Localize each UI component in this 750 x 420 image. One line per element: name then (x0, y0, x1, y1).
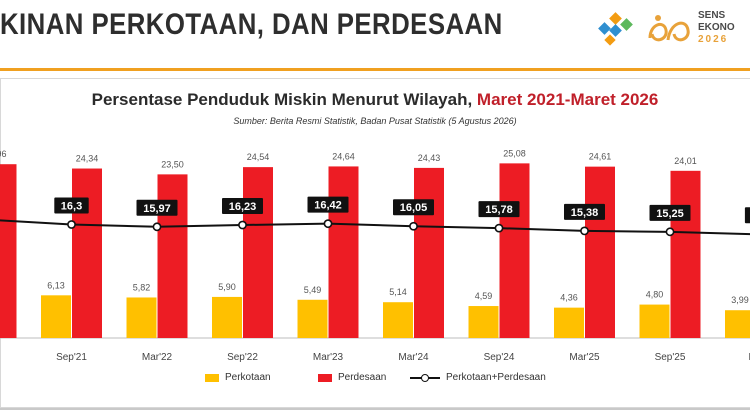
bar-perdesaan (243, 167, 273, 338)
x-tick-label: Sep'24 (484, 352, 515, 363)
data-label-total: 16,23 (229, 201, 257, 213)
data-label-box-total (393, 199, 434, 216)
bar-perdesaan (585, 166, 615, 338)
data-label-perdesaan: 24,43 (418, 153, 441, 163)
bar-perdesaan (157, 174, 188, 338)
sensus-ekonomi-logo-icon (648, 15, 690, 42)
panel-bottom-line (0, 408, 750, 410)
bar-perkotaan (383, 302, 413, 338)
point-total (67, 220, 76, 229)
bar-perdesaan (499, 163, 530, 338)
data-label-box-total (222, 197, 263, 214)
data-label-perdesaan: 96 (0, 149, 7, 159)
bar-perkotaan (297, 299, 328, 338)
point-total (152, 222, 162, 232)
header-divider (0, 68, 750, 71)
data-label-perkotaan: 6,13 (47, 280, 65, 290)
x-tick-label: Mar'22 (142, 352, 173, 363)
bar-perdesaan (328, 166, 359, 338)
point-total (580, 226, 589, 236)
bar-perkotaan (41, 295, 71, 338)
legend-item-total: Perkotaan+Perdesaan (410, 372, 546, 383)
chart-legend: Perkotaan Perdesaan Perkotaan+Perdesaan (0, 372, 750, 388)
data-label-perdesaan: 23,50 (161, 159, 184, 169)
point-total (665, 227, 675, 237)
data-label-perkotaan: 3,99 (731, 295, 749, 305)
legend-item-perdesaan: Perdesaan (318, 372, 386, 383)
data-label-box-total (136, 199, 178, 216)
bar-perdesaan (0, 164, 17, 338)
data-label-perdesaan: 24,64 (332, 151, 355, 161)
x-tick-label: Sep'21 (56, 352, 87, 363)
bps-logo-icon (598, 12, 633, 46)
data-label-total: 15,78 (485, 204, 513, 216)
data-label-box-total (307, 196, 349, 213)
bar-perdesaan (670, 170, 701, 338)
data-label-perkotaan: 4,80 (646, 290, 664, 300)
chart-panel (0, 78, 750, 408)
legend-item-perkotaan: Perkotaan (205, 372, 271, 383)
data-label-perdesaan: 24,01 (674, 156, 697, 166)
x-tick-label: Mar'25 (569, 352, 600, 363)
data-label-total: 15,25 (656, 208, 684, 220)
bar-perkotaan (639, 304, 670, 338)
series-line-total (0, 219, 750, 236)
x-tick-label: Sep'22 (227, 352, 258, 363)
x-tick-label: Mar'24 (398, 352, 429, 363)
chart-title: Persentase Penduduk Miskin Menurut Wilay… (91, 90, 659, 109)
bar-perkotaan (126, 297, 157, 338)
data-label-perkotaan: 4,36 (560, 293, 578, 303)
data-label-perkotaan: 5,90 (218, 282, 236, 292)
data-label-total: 15,38 (571, 207, 599, 219)
data-label-box-total (744, 207, 750, 224)
bar-perkotaan (554, 307, 584, 338)
page-header-title: KINAN PERKOTAAN, DAN PERDESAAN (0, 8, 503, 41)
data-label-box-total (478, 201, 520, 218)
x-tick-label: Mar'23 (313, 352, 344, 363)
legend-swatch-perkotaan (205, 373, 219, 382)
data-label-total: 15,97 (143, 203, 171, 215)
legend-swatch-perdesaan (318, 373, 332, 382)
bar-perkotaan (725, 310, 750, 338)
data-label-box-total (564, 203, 605, 220)
data-label-total: 16,42 (314, 200, 342, 212)
x-tick-label: Ma (749, 352, 750, 363)
point-total (238, 220, 247, 230)
x-tick-label: Sep'25 (655, 352, 686, 363)
chart-subtitle: Sumber: Berita Resmi Statistik, Badan Pu… (233, 116, 517, 126)
data-label-perdesaan: 24,54 (247, 152, 270, 162)
point-total (323, 219, 333, 229)
data-label-total: 16,3 (61, 201, 82, 213)
data-label-box-total (649, 204, 691, 221)
chart-title-highlight: Maret 2021-Maret 2026 (476, 90, 659, 109)
data-label-box-total (54, 197, 89, 214)
data-label-perkotaan: 5,82 (133, 282, 151, 292)
logo-text: SENS EKONO 2026 (698, 10, 735, 45)
data-label-perkotaan: 5,49 (304, 285, 322, 295)
data-label-perkotaan: 4,59 (475, 291, 493, 301)
bar-perkotaan (212, 296, 242, 338)
data-label-perdesaan: 25,08 (503, 148, 526, 158)
bar-perdesaan (414, 167, 444, 338)
point-total (494, 223, 504, 233)
bar-perdesaan (72, 168, 102, 338)
data-label-total: 16,05 (400, 202, 428, 214)
data-label-perdesaan: 24,61 (589, 152, 612, 162)
point-total (409, 221, 418, 231)
logo-area: SENS EKONO 2026 (590, 4, 750, 56)
legend-swatch-total (410, 373, 440, 383)
data-label-perkotaan: 5,14 (389, 287, 407, 297)
data-label-perdesaan: 24,34 (76, 154, 99, 164)
bar-perkotaan (468, 306, 499, 338)
